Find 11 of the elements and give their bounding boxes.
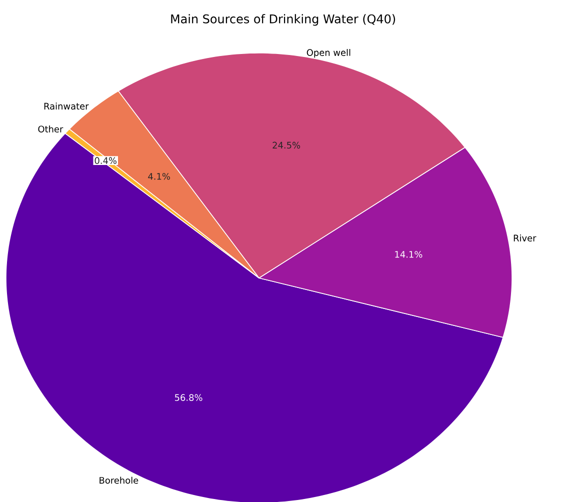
data-label: 4.1% [148, 172, 170, 180]
slice-label: Open well [306, 49, 350, 58]
slice-label: Rainwater [44, 102, 89, 110]
data-label: 24.5% [272, 142, 300, 149]
slice-label: River [514, 234, 536, 242]
slice-label: Other [38, 126, 64, 132]
data-label: 56.8% [174, 394, 202, 401]
data-label: 14.1% [395, 250, 422, 258]
data-label: 0.4% [94, 157, 117, 164]
slice-label: Borehole [100, 476, 138, 484]
chart-title: Main Sources of Drinking Water (Q40) [171, 14, 396, 26]
